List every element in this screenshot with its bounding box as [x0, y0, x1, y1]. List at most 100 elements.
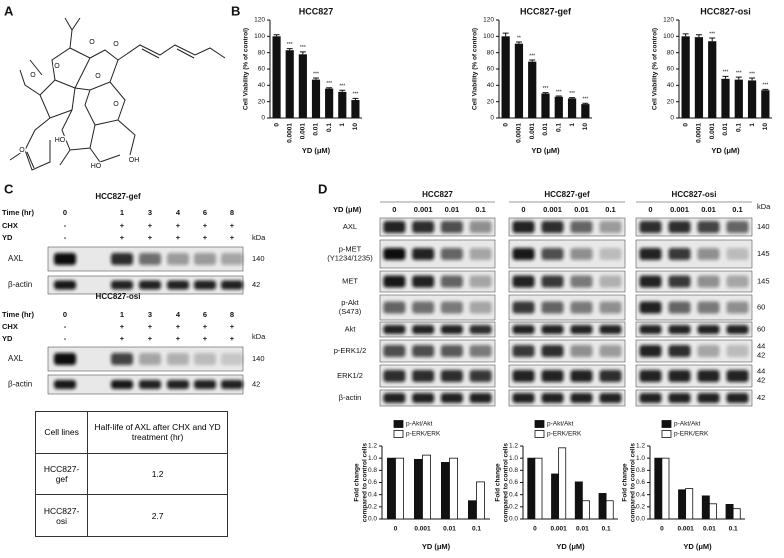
- lane-label: 8: [230, 208, 234, 217]
- kda-value: 44: [757, 366, 765, 375]
- dose-header: YD (μM): [333, 205, 362, 214]
- bar: [732, 508, 741, 520]
- atom-label: O: [30, 72, 36, 79]
- y-axis-label: Cell Viability (% of control): [243, 28, 250, 110]
- blot-band: [221, 253, 243, 265]
- y-tick-label: 20: [258, 98, 266, 105]
- kda-value: 140: [252, 254, 265, 263]
- legend-label: p-Akt/Akt: [547, 421, 574, 428]
- blot-band: [697, 301, 720, 314]
- blot-band: [726, 325, 749, 334]
- blot-band: [383, 248, 406, 260]
- blot-band: [541, 325, 564, 334]
- bar: [694, 37, 704, 118]
- kda-label: kDa: [252, 233, 266, 242]
- blot-band: [54, 380, 76, 389]
- y-tick-label: 0.4: [368, 491, 377, 498]
- blot-band: [599, 275, 622, 288]
- blot-band: [668, 370, 691, 382]
- blot-band: [54, 253, 76, 265]
- bar: [338, 91, 347, 118]
- significance-label: ***: [556, 89, 562, 95]
- atom-label: HO: [91, 163, 102, 170]
- bar: [422, 454, 432, 520]
- y-tick-label: 60: [258, 66, 266, 73]
- significance-label: ***: [529, 53, 535, 59]
- significance-label: ***: [569, 91, 575, 97]
- bar: [747, 80, 757, 118]
- y-tick-label: 100: [483, 33, 494, 40]
- significance-label: ***: [709, 31, 715, 37]
- blot-band: [668, 325, 691, 334]
- kda-value: 42: [757, 393, 765, 402]
- bar: [449, 457, 459, 520]
- panel-label: B: [231, 3, 240, 18]
- significance-label: ***: [300, 45, 306, 51]
- lane-label: +: [148, 322, 153, 331]
- panel-label: A: [4, 3, 14, 18]
- y-tick-label: 60: [487, 66, 495, 73]
- bar: [581, 500, 590, 520]
- x-tick-label: 0.01: [443, 526, 456, 533]
- dose-label: 0.1: [475, 205, 485, 214]
- table-header: Cell lines: [34, 411, 89, 454]
- lane-label: 1: [120, 208, 124, 217]
- blot-membrane: [635, 339, 753, 363]
- bar: [685, 488, 694, 520]
- y-tick-label: 0.0: [509, 516, 518, 523]
- error-bar: [352, 97, 359, 101]
- group-title: HCC827-osi: [672, 190, 717, 199]
- y-tick-label: 1.2: [368, 443, 377, 450]
- atom-label: O: [113, 41, 119, 48]
- blot-band: [383, 301, 406, 314]
- x-tick-label: 1: [339, 123, 346, 127]
- blot-band: [512, 248, 535, 260]
- blot-band: [512, 275, 535, 288]
- legend-swatch: [393, 430, 404, 438]
- dose-label: 0.01: [574, 205, 589, 214]
- bar: [413, 458, 423, 520]
- blot-band: [440, 275, 463, 288]
- blot-band: [541, 393, 564, 403]
- table-cell: HCC827-osi: [34, 494, 89, 537]
- blot-band: [139, 353, 161, 365]
- blot-band: [726, 345, 749, 357]
- lane-label: +: [176, 334, 181, 343]
- blot-membrane: [635, 217, 753, 237]
- lane-label: 6: [203, 208, 207, 217]
- x-axis-label: YD (μM): [422, 542, 451, 551]
- dose-label: 0: [521, 205, 525, 214]
- blot-band: [440, 345, 463, 357]
- protein-label: p-ERK1/2: [334, 346, 367, 355]
- x-tick-label: 0.0001: [696, 123, 703, 143]
- significance-label: ***: [736, 70, 742, 76]
- group-title: HCC827: [422, 190, 453, 199]
- atom-label: HO: [55, 137, 66, 144]
- blot-band: [726, 393, 749, 403]
- kda-value: 42: [757, 350, 765, 359]
- bar: [272, 36, 281, 119]
- half-life-table: Cell lines Half-life of AXL after CHX and…: [34, 411, 228, 537]
- blot-band: [668, 275, 691, 288]
- blot-band: [570, 345, 593, 357]
- panel-label: D: [318, 181, 327, 196]
- blot-band: [697, 393, 720, 403]
- y-tick-label: 120: [663, 17, 674, 24]
- x-tick-label: 0.01: [722, 123, 729, 136]
- blot-band: [383, 325, 406, 334]
- kda-value: 145: [757, 249, 770, 258]
- x-tick-label: 1: [749, 123, 756, 127]
- blot-band: [639, 345, 662, 357]
- row-header: Time (hr): [2, 208, 34, 217]
- kda-value: 42: [757, 375, 765, 384]
- blot-band: [383, 221, 406, 233]
- blot-band: [726, 370, 749, 382]
- atom-label: O: [95, 73, 101, 80]
- y-tick-label: 80: [667, 49, 675, 56]
- bar: [558, 447, 567, 520]
- blot-band: [668, 221, 691, 233]
- blot-band: [469, 248, 492, 260]
- atom-label: O: [54, 63, 60, 70]
- kda-value: 145: [757, 276, 770, 285]
- blot-band: [599, 370, 622, 382]
